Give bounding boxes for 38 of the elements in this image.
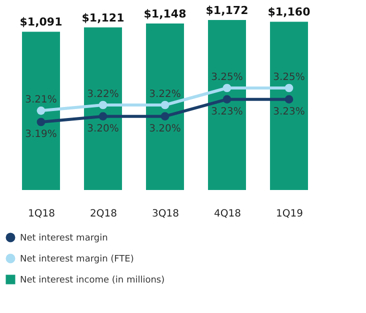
data-label: $1,091 [20,16,62,29]
x-tick-label: 1Q19 [276,208,303,220]
data-label: $1,172 [206,4,248,17]
data-label: 3.21% [25,94,57,106]
data-label: 3.22% [149,89,181,100]
x-tick-label: 2Q18 [90,208,117,220]
point [160,112,170,121]
legend-label: Net interest margin (FTE) [20,254,134,264]
bar [270,22,308,190]
bar [84,27,122,190]
bar [208,20,246,190]
data-label: 3.23% [273,106,305,118]
data-label: $1,148 [144,7,186,20]
data-label: 3.20% [87,123,119,134]
point [160,100,170,110]
data-label: $1,121 [82,11,124,24]
data-label: 3.20% [149,123,181,134]
point [284,95,294,104]
point [98,112,108,121]
legend-label: Net interest income (in millions) [20,276,165,286]
point [98,100,108,110]
point [222,95,232,104]
data-label: 3.25% [273,72,305,83]
data-label: $1,160 [268,6,311,19]
legend-label: Net interest margin [20,234,108,244]
point [36,118,46,126]
point [222,84,232,92]
bar [22,32,60,190]
point [284,84,294,92]
bar [146,23,184,190]
data-label: 3.22% [87,89,119,100]
x-tick-label: 3Q18 [152,208,179,220]
data-label: 3.23% [211,106,243,118]
x-tick-label: 4Q18 [214,208,241,220]
data-label: 3.25% [211,72,243,83]
data-label: 3.19% [25,129,57,140]
point [36,106,46,115]
x-tick-label: 1Q18 [28,208,55,220]
